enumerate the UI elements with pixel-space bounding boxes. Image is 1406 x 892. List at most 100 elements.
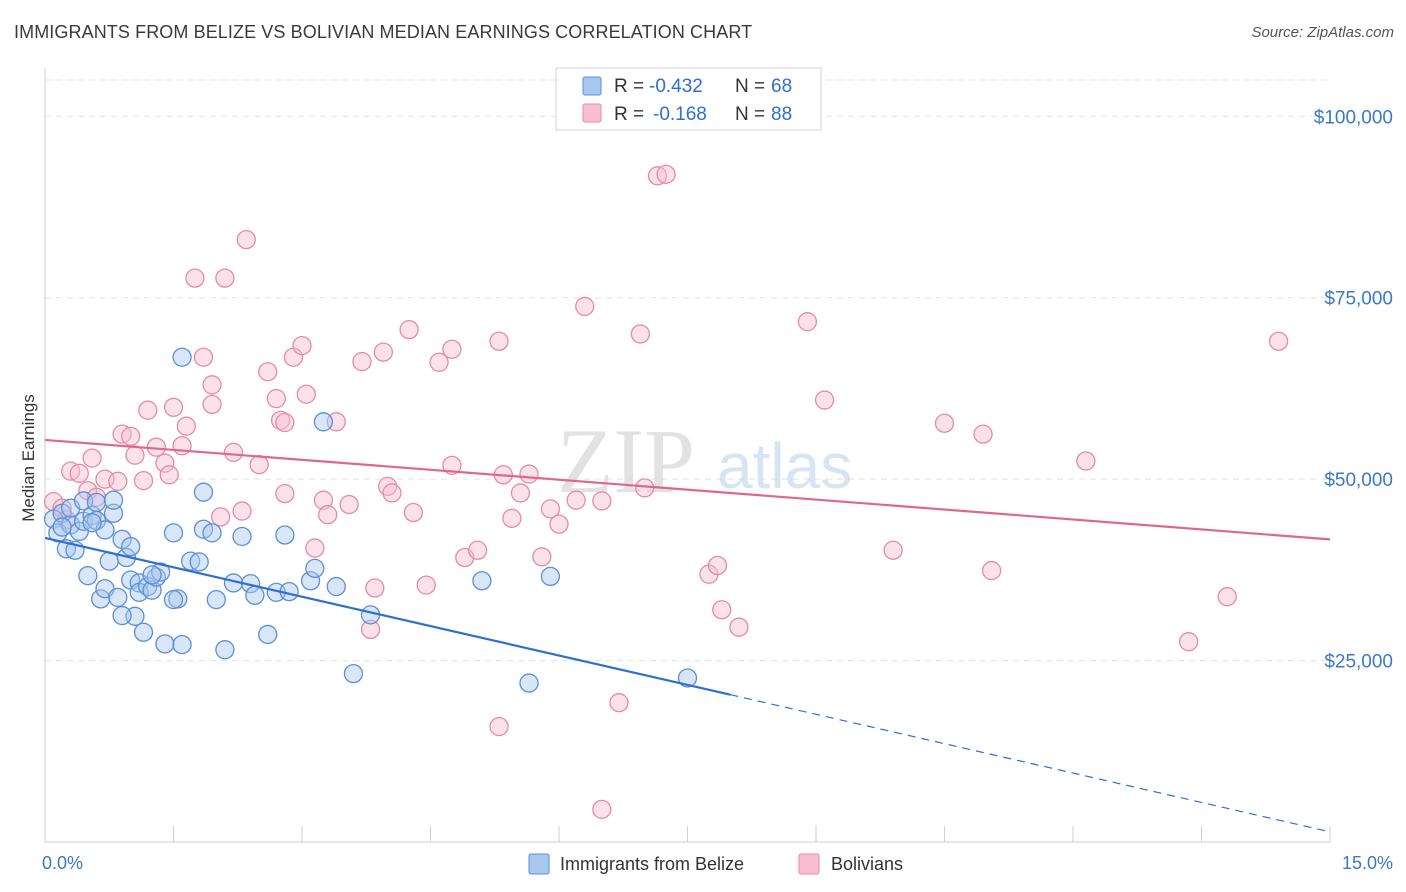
belize-point bbox=[258, 624, 278, 645]
belize-point bbox=[326, 576, 346, 597]
bolivians-point bbox=[707, 555, 728, 576]
bolivians-point bbox=[236, 230, 256, 250]
bolivians-point bbox=[193, 347, 214, 367]
bolivians-point bbox=[163, 397, 184, 417]
x-tick-label-max: 15.0% bbox=[1342, 853, 1393, 873]
bolivians-point bbox=[202, 394, 222, 415]
bolivians-point bbox=[258, 362, 278, 382]
legend-bottom-swatch-bolivians bbox=[798, 853, 820, 875]
legend-n-value-belize: 68 bbox=[771, 76, 792, 97]
legend-n-value-bolivians: 88 bbox=[771, 104, 792, 125]
bolivians-point bbox=[575, 296, 595, 317]
belize-point bbox=[313, 412, 334, 432]
bolivians-point bbox=[185, 268, 205, 288]
belize-point bbox=[305, 558, 325, 579]
belize-trend-line-extension bbox=[730, 694, 1331, 833]
bolivians-point bbox=[176, 416, 197, 436]
bolivians-point bbox=[592, 491, 612, 511]
y-tick-label: $25,000 bbox=[1324, 652, 1393, 673]
bolivians-point bbox=[540, 499, 561, 519]
belize-point bbox=[519, 673, 539, 693]
belize-point bbox=[108, 587, 128, 608]
legend-n-label-bolivians: N = bbox=[735, 104, 765, 125]
bolivians-point bbox=[121, 426, 141, 446]
trend-lines bbox=[44, 438, 1331, 833]
belize-point bbox=[142, 565, 162, 585]
bolivians-point bbox=[292, 335, 312, 356]
bolivians-point bbox=[82, 448, 102, 468]
belize-point bbox=[133, 622, 154, 642]
bolivians-point bbox=[934, 413, 955, 433]
bolivians-point bbox=[532, 547, 552, 567]
bolivians-point bbox=[467, 540, 488, 560]
bolivians-points bbox=[43, 164, 1289, 819]
bolivians-point bbox=[318, 505, 338, 525]
belize-points bbox=[43, 347, 698, 693]
bolivians-point bbox=[210, 507, 231, 527]
bolivians-point bbox=[1076, 451, 1096, 471]
belize-point bbox=[472, 571, 492, 591]
bolivians-point bbox=[313, 490, 334, 510]
legend-bottom-label-bolivians: Bolivians bbox=[831, 854, 903, 874]
legend-top: R = -0.432 N = 68 R = -0.168 N = 88 bbox=[555, 67, 822, 131]
belize-point bbox=[112, 605, 132, 626]
belize-point bbox=[677, 668, 698, 688]
belize-point bbox=[82, 513, 102, 533]
legend-bottom-label-belize: Immigrants from Belize bbox=[560, 854, 744, 874]
x-tick-label-min: 0.0% bbox=[42, 853, 83, 873]
bolivians-point bbox=[133, 470, 154, 491]
bolivians-point bbox=[1268, 331, 1289, 351]
bolivians-point bbox=[630, 324, 651, 344]
belize-point bbox=[275, 525, 295, 545]
bolivians-point bbox=[797, 312, 818, 332]
bolivians-point bbox=[296, 384, 316, 404]
bolivians-point bbox=[373, 342, 394, 362]
belize-point bbox=[172, 634, 192, 655]
legend-n-label-belize: N = bbox=[735, 76, 765, 97]
belize-point bbox=[300, 571, 321, 591]
belize-point bbox=[103, 503, 124, 523]
legend-r-label-bolivians: R = bbox=[614, 104, 644, 125]
bolivians-point bbox=[275, 484, 295, 504]
bolivians-point bbox=[69, 463, 89, 483]
y-tick-label: $100,000 bbox=[1314, 107, 1393, 128]
belize-point bbox=[172, 347, 192, 367]
belize-point bbox=[206, 589, 226, 610]
bolivians-point bbox=[215, 268, 235, 288]
bolivians-point bbox=[729, 617, 749, 637]
belize-point bbox=[52, 517, 72, 537]
belize-point bbox=[155, 634, 175, 654]
bolivians-point bbox=[1217, 587, 1237, 607]
bolivians-point bbox=[202, 375, 222, 395]
y-tick-labels: $25,000 $50,000 $75,000 $100,000 bbox=[1314, 107, 1393, 672]
bolivians-point bbox=[382, 483, 402, 503]
belize-point bbox=[163, 523, 184, 543]
bolivians-point bbox=[108, 471, 128, 491]
bolivians-point bbox=[981, 560, 1002, 581]
belize-point bbox=[202, 523, 222, 543]
bolivians-point bbox=[519, 464, 539, 484]
legend-r-value-bolivians: -0.168 bbox=[653, 104, 707, 125]
belize-point bbox=[232, 526, 252, 547]
belize-point bbox=[189, 552, 209, 572]
bolivians-point bbox=[223, 442, 244, 462]
bolivians-point bbox=[403, 502, 424, 523]
bolivians-point bbox=[159, 465, 179, 485]
bolivians-point bbox=[275, 412, 295, 433]
axes bbox=[44, 68, 1331, 843]
bolivians-point bbox=[656, 164, 676, 184]
bolivians-point bbox=[232, 501, 252, 521]
watermark-zip: ZIP bbox=[557, 410, 695, 512]
bolivians-point bbox=[352, 351, 372, 372]
belize-point bbox=[245, 585, 265, 605]
bolivians-point bbox=[442, 339, 462, 359]
bolivians-point bbox=[266, 388, 286, 409]
bolivians-point bbox=[138, 400, 158, 420]
belize-point bbox=[343, 663, 364, 684]
bolivians-point bbox=[489, 331, 509, 351]
bolivians-point bbox=[489, 716, 509, 737]
belize-point bbox=[215, 640, 235, 660]
belize-point bbox=[121, 536, 141, 557]
bolivians-point bbox=[814, 390, 835, 410]
